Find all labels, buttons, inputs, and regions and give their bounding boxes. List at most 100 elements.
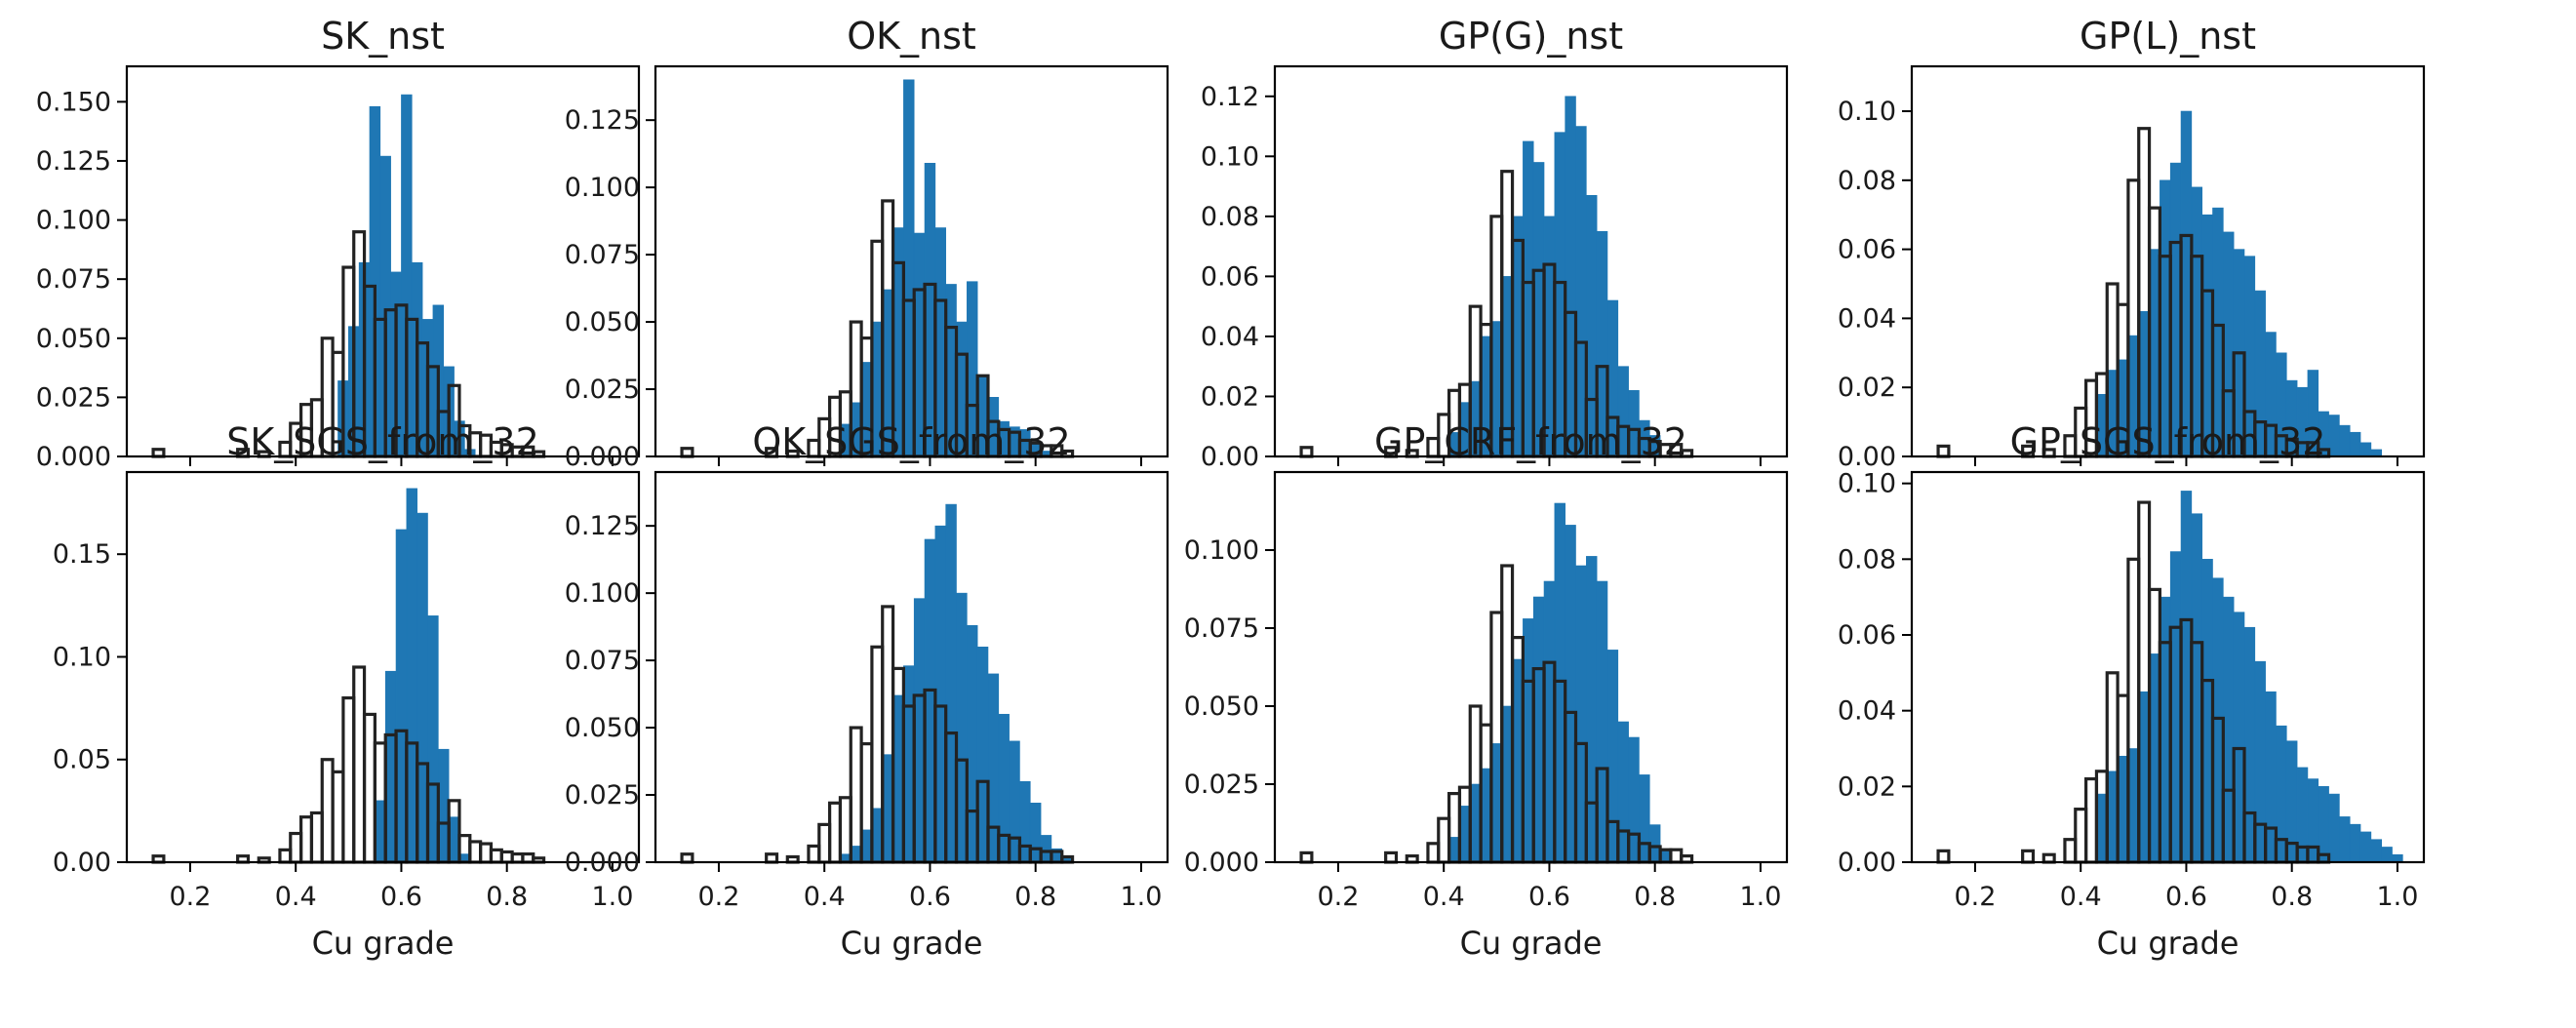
x-tick-label: 1.0: [1120, 882, 1162, 912]
y-tick-label: 0.100: [565, 578, 640, 609]
panels: SK_nst 0.000 0.025 0.050 0.075 0.100 0.125 0.15…: [36, 15, 2426, 962]
simulated-bar: [2212, 577, 2224, 863]
simulated-bar: [2318, 786, 2329, 863]
x-tick-label: 0.6: [1528, 882, 1570, 912]
x-tick-label: 0.4: [804, 882, 846, 912]
x-tick-label: 0.6: [909, 882, 951, 912]
x-axis-label: Cu grade: [2097, 925, 2239, 962]
simulated-bar: [1554, 132, 1565, 457]
simulated-bar: [882, 754, 893, 863]
simulated-bar: [903, 79, 915, 457]
simulated-bar: [1029, 803, 1042, 863]
y-tick-label: 0.025: [565, 375, 640, 405]
y-tick-label: 0.125: [565, 105, 640, 136]
axes-frame: [1273, 64, 1789, 458]
x-tick-label: 0.8: [1634, 882, 1676, 912]
simulated-bar: [2339, 424, 2351, 457]
simulated-bar: [1501, 705, 1513, 863]
y-tick-label: 0.000: [565, 442, 640, 472]
simulated-bar: [2212, 207, 2224, 457]
panel-title: OK_nst: [847, 15, 976, 58]
y-tick-label: 0.125: [36, 146, 111, 177]
y-tick-label: 0.150: [36, 87, 111, 117]
simulated-bar: [1532, 162, 1545, 457]
simulated-bar: [375, 800, 386, 863]
axes-frame: [1910, 470, 2426, 864]
y-tick-label: 0.025: [565, 780, 640, 811]
simulated-bar: [2328, 793, 2340, 863]
y-tick-label: 0.050: [565, 307, 640, 337]
simulated-bar: [1628, 736, 1640, 863]
y-tick-label: 0.08: [1201, 202, 1259, 232]
simulated-bar: [967, 624, 978, 863]
simulated-bar: [1606, 650, 1619, 863]
y-tick-label: 0.100: [565, 173, 640, 203]
simulated-bar: [1532, 596, 1545, 863]
simulated-bar: [2180, 110, 2193, 457]
x-tick-label: 0.2: [1954, 882, 1996, 912]
simulated-bar: [850, 846, 862, 863]
simulated-bar: [1596, 580, 1608, 863]
axes-frame: [125, 64, 641, 458]
simulated-bar: [2359, 831, 2372, 863]
simulated-bar: [934, 525, 946, 863]
simulated-bar: [1459, 806, 1471, 863]
y-tick-label: 0.100: [1184, 535, 1259, 566]
simulated-bar: [2149, 653, 2160, 863]
panel-0: SK_nst 0.000 0.025 0.050 0.075 0.100 0.125 0.15…: [36, 15, 641, 472]
y-tick-label: 0.02: [1201, 381, 1259, 412]
x-tick-label: 0.6: [380, 882, 422, 912]
simulated-bar: [1512, 658, 1524, 863]
y-tick-label: 0.12: [1201, 82, 1259, 112]
simulated-bar: [2339, 816, 2351, 863]
y-tick-label: 0.15: [53, 539, 111, 570]
simulated-bar: [2349, 823, 2361, 863]
axes-frame: [1273, 470, 1789, 864]
panel-2: GP(G)_nst 0.00 0.02 0.04 0.06 0.08 0.10 0.12: [1201, 15, 1789, 472]
y-tick-label: 0.08: [1838, 544, 1896, 574]
simulated-bar: [1617, 721, 1629, 863]
x-tick-label: 0.8: [2271, 882, 2313, 912]
panel-title: OK_SGS_from_32: [752, 420, 1070, 463]
x-tick-label: 0.2: [1317, 882, 1359, 912]
simulated-bar: [416, 512, 428, 863]
simulated-bar: [2307, 778, 2319, 863]
panel-3: GP(L)_nst 0.00 0.02 0.04 0.06 0.08 0.10: [1838, 15, 2426, 472]
simulated-bar: [2243, 626, 2256, 863]
axes-frame: [125, 470, 641, 864]
simulated-bar: [903, 665, 915, 863]
y-tick-label: 0.06: [1838, 620, 1896, 651]
simulated-bar: [2233, 612, 2245, 863]
simulated-bar: [438, 748, 450, 863]
y-tick-label: 0.02: [1838, 373, 1896, 403]
panel-1: OK_nst 0.000 0.025 0.050 0.075 0.100 0.125: [565, 15, 1169, 472]
simulated-bar: [1565, 525, 1576, 863]
simulated-bar: [1575, 126, 1587, 457]
y-tick-label: 0.00: [1201, 442, 1259, 472]
y-tick-label: 0.075: [565, 646, 640, 676]
x-tick-label: 0.2: [697, 882, 739, 912]
y-tick-label: 0.075: [36, 264, 111, 295]
simulated-bar: [892, 694, 904, 863]
simulated-bar: [945, 503, 957, 863]
panel-6: GP_CRF_from_32 0.000 0.025 0.050 0.075 0.100 0…: [1184, 420, 1789, 962]
y-tick-label: 0.050: [36, 324, 111, 354]
simulated-bar: [2276, 725, 2287, 863]
simulated-bar: [2349, 431, 2361, 457]
x-tick-label: 0.8: [1014, 882, 1056, 912]
y-tick-label: 0.06: [1201, 261, 1259, 292]
simulated-bar: [427, 615, 439, 863]
x-tick-label: 0.6: [2165, 882, 2207, 912]
simulated-bar: [924, 163, 936, 457]
y-tick-label: 0.125: [565, 511, 640, 541]
simulated-bar: [1586, 195, 1598, 457]
panel-title: SK_SGS_from_32: [226, 420, 539, 463]
simulated-bar: [998, 713, 1010, 863]
simulated-bar: [1480, 768, 1492, 863]
y-tick-label: 0.000: [565, 848, 640, 878]
y-tick-label: 0.04: [1838, 696, 1896, 727]
simulated-bar: [1040, 835, 1052, 863]
simulated-bar: [2370, 839, 2383, 863]
simulated-bar: [1523, 140, 1534, 457]
